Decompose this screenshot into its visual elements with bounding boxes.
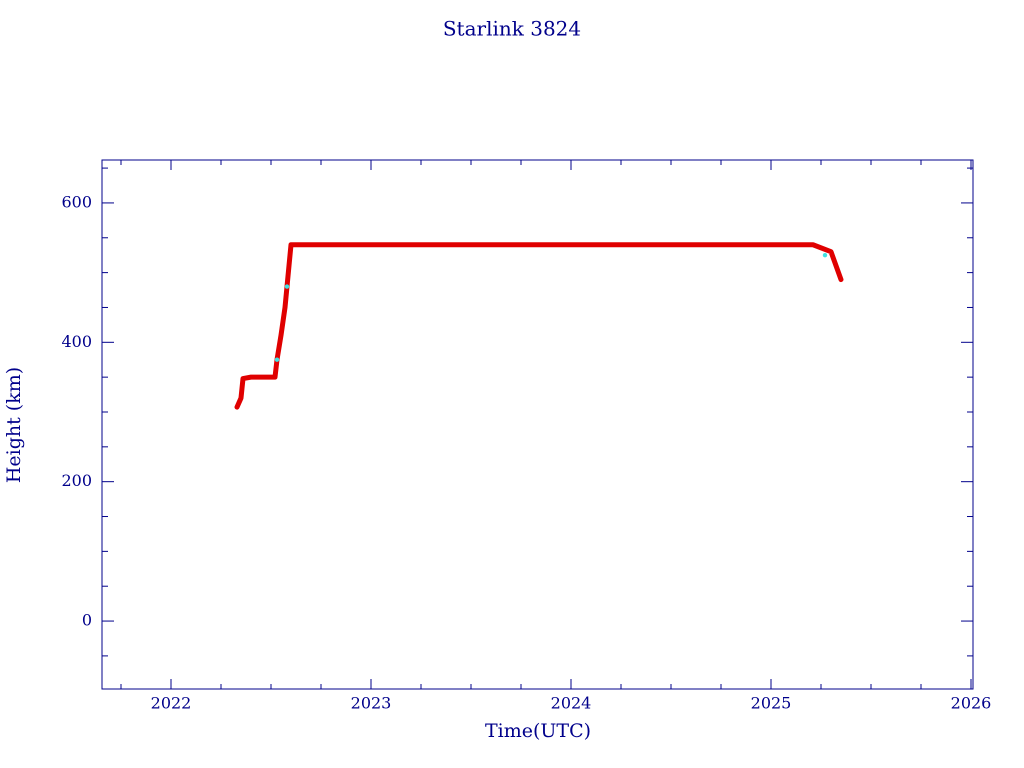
height-point bbox=[274, 357, 280, 362]
height-line bbox=[234, 242, 844, 410]
height-point bbox=[284, 284, 290, 289]
x-tick-label: 2026 bbox=[951, 694, 992, 713]
y-tick-label: 400 bbox=[61, 332, 92, 351]
x-tick-label: 2025 bbox=[751, 694, 792, 713]
height-point bbox=[822, 252, 828, 258]
x-tick-label: 2022 bbox=[151, 694, 192, 713]
x-axis-label: Time(UTC) bbox=[485, 720, 591, 742]
y-tick-label: 200 bbox=[61, 471, 92, 490]
chart-title: Starlink 3824 bbox=[443, 17, 581, 41]
y-axis-label: Height (km) bbox=[3, 367, 25, 483]
x-tick-label: 2024 bbox=[551, 694, 592, 713]
x-tick-label: 2023 bbox=[351, 694, 392, 713]
y-tick-label: 600 bbox=[61, 192, 92, 211]
plot-frame bbox=[101, 159, 974, 690]
y-tick-label: 0 bbox=[82, 611, 92, 630]
